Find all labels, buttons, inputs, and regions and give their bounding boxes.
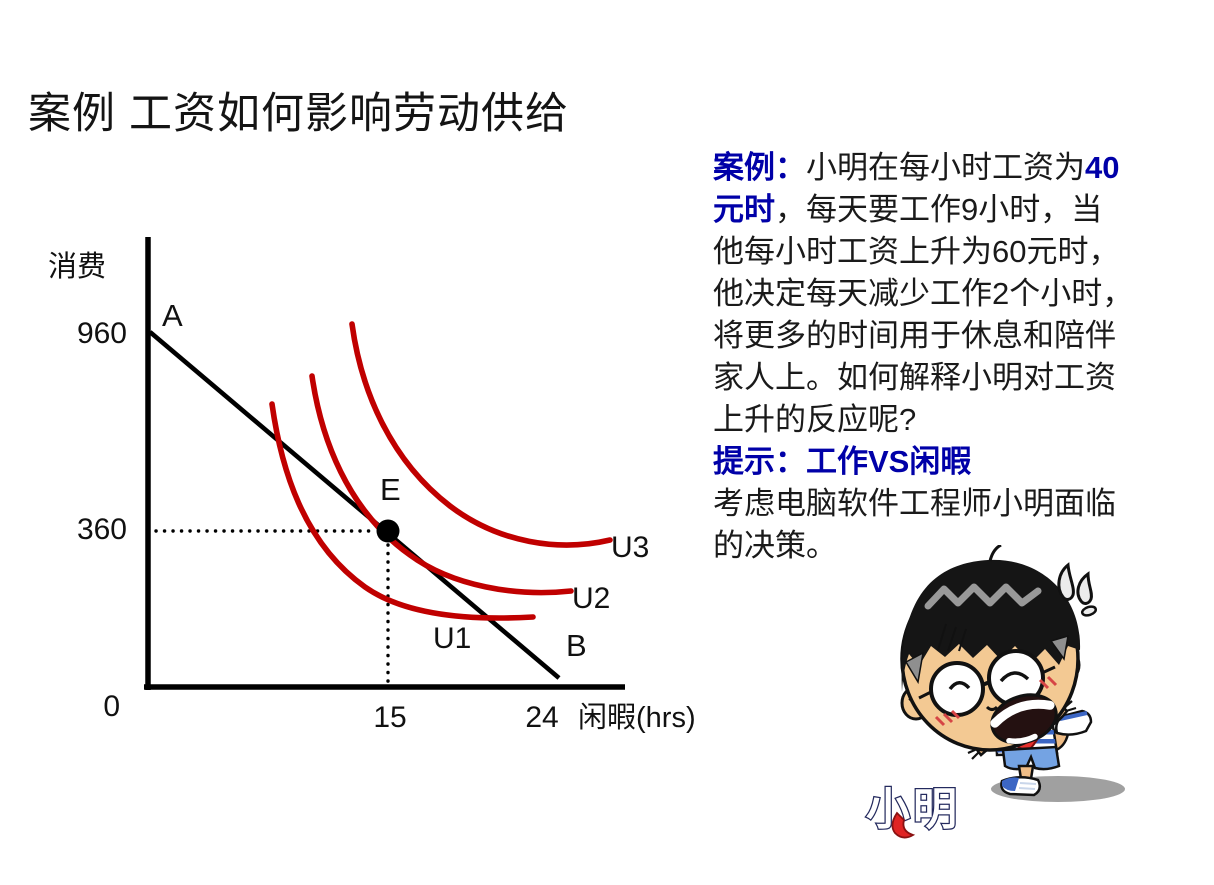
case-text-line: 将更多的时间用于休息和陪伴 (713, 318, 1116, 353)
point-label-e: E (380, 472, 401, 507)
left-cheek-blush (934, 709, 961, 727)
glasses-bridge (981, 680, 991, 687)
raised-shoe-stripe (1059, 711, 1088, 721)
mascot-cartoon-boy: 小明 (865, 545, 1125, 839)
page-title: 案例 工资如何影响劳动供给 (28, 90, 569, 138)
case-text-line: 元时，每天要工作9小时，当 (713, 192, 1103, 227)
point-label-b: B (566, 628, 587, 663)
bang-hatching (937, 623, 967, 652)
curve-label-u2: U2 (572, 582, 610, 615)
right-sideburn (1049, 634, 1069, 661)
curve-label-u3: U3 (611, 531, 649, 564)
labor-supply-chart: 消费 闲暇(hrs) 960 360 0 15 24 A E B U1 U2 U… (48, 237, 696, 734)
mascot-name-label: 小明 (866, 785, 960, 834)
case-text-line: 家人上。如何解释小明对工资 (713, 360, 1116, 395)
hair-highlight-zigzag (924, 583, 1042, 610)
indifference-curve-u2 (309, 373, 574, 596)
indifference-curve-u3 (349, 321, 613, 548)
name-ribbon (891, 811, 916, 839)
curve-label-u1: U1 (433, 622, 471, 655)
hint-text-line: 提示：工作VS闲暇 (713, 444, 972, 479)
case-text-line: 的决策。 (713, 528, 837, 563)
optimum-point-dot (376, 519, 400, 543)
sweat-drop-3 (1080, 605, 1098, 617)
budget-line (148, 330, 561, 680)
mouth (990, 693, 1058, 745)
shorts (1001, 745, 1061, 771)
right-cheek-blush (1038, 675, 1058, 690)
case-text-line: 他决定每天减少工作2个小时， (713, 276, 1134, 311)
x-axis-title: 闲暇(hrs) (578, 701, 696, 734)
indifference-curve-u1 (269, 401, 536, 621)
case-text-panel: 案例：小明在每小时工资为40 元时，每天要工作9小时，当 他每小时工资上升为60… (713, 147, 1205, 567)
y-tick-360: 360 (77, 513, 127, 546)
sweat-drop-2 (1076, 571, 1093, 605)
left-eye-happy (948, 681, 971, 691)
point-label-a: A (162, 298, 183, 333)
case-text-line: 案例：小明在每小时工资为40 (713, 150, 1120, 185)
nose (985, 705, 999, 711)
case-text-line: 上升的反应呢? (713, 402, 917, 437)
shoe-stripes (1018, 782, 1037, 790)
left-sideburn (904, 651, 924, 685)
origin-tick-0: 0 (103, 690, 120, 723)
hair-strand (988, 545, 1002, 562)
standing-shoe-toe (1002, 777, 1019, 791)
y-tick-960: 960 (77, 317, 127, 350)
sweat-drop-1 (1057, 562, 1075, 601)
y-axis-title: 消费 (48, 250, 106, 283)
x-tick-15: 15 (373, 701, 406, 734)
case-label: 案例： (713, 150, 806, 185)
case-text-line: 他每小时工资上升为60元时， (713, 234, 1120, 269)
glasses-left-lens (929, 661, 985, 717)
x-tick-24: 24 (525, 701, 558, 734)
right-eye-happy (999, 671, 1030, 683)
case-text-line: 考虑电脑软件工程师小明面临 (713, 486, 1116, 521)
